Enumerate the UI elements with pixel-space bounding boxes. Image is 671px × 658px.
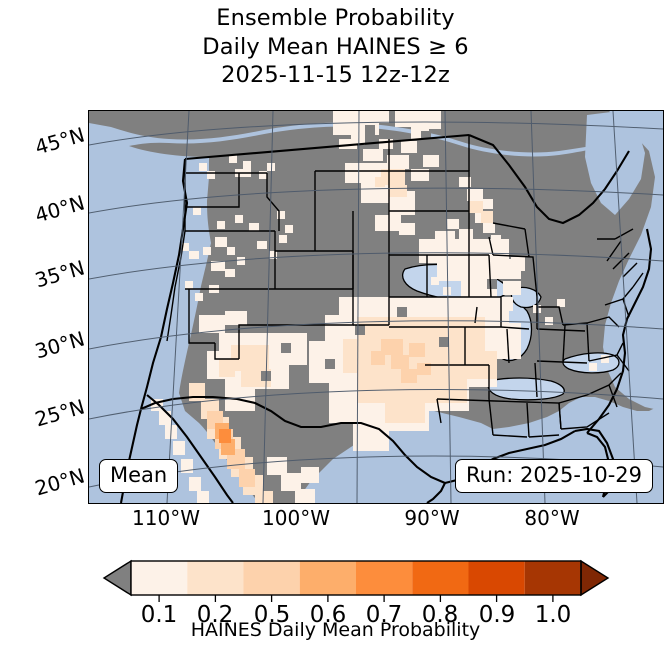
colorbar-tick-label-6: 0.8 (421, 602, 459, 628)
colorbar-tick-label-4: 0.6 (309, 602, 347, 628)
lon-tick-80w: 80°W (524, 506, 580, 530)
colorbar-seg-2 (187, 561, 244, 595)
lat-tick-40n: 40°N (32, 190, 88, 228)
colorbar-tick-label-2: 0.2 (196, 602, 234, 628)
colorbar[interactable]: 0.1 0.2 0.5 0.6 0.7 0.8 0.9 1.0 HAINES D… (0, 552, 671, 658)
title-line-2: Daily Mean HAINES ≥ 6 (202, 33, 469, 60)
colorbar-tick-label-5: 0.7 (365, 602, 403, 628)
national-borders (119, 133, 653, 503)
colorbar-over-arrow (580, 559, 610, 597)
colorbar-svg (102, 559, 610, 602)
title-line-1: Ensemble Probability (216, 5, 455, 31)
lat-tick-25n: 25°N (32, 394, 88, 432)
title-line-3: 2025-11-15 12z-12z (221, 62, 450, 89)
lat-tick-20n: 20°N (32, 463, 88, 501)
colorbar-seg-4 (299, 561, 356, 595)
colorbar-tick-label-7: 0.9 (478, 602, 516, 628)
probability-maximum-cell (219, 429, 231, 443)
colorbar-seg-7 (468, 561, 525, 595)
colorbar-under-arrow (102, 559, 132, 597)
map-plot-area[interactable]: Mean Run: 2025-10-29 (88, 110, 664, 504)
colorbar-outline (130, 560, 582, 596)
chart-title: Ensemble Probability Daily Mean HAINES ≥… (0, 4, 671, 90)
colorbar-seg-5 (356, 561, 413, 595)
colorbar-ticks (158, 595, 554, 602)
colorbar-axis-label: HAINES Daily Mean Probability (190, 619, 481, 641)
lat-tick-45n: 45°N (32, 122, 88, 160)
map-svg (89, 111, 663, 503)
badge-mean[interactable]: Mean (99, 458, 179, 493)
colorbar-tick-label-1: 0.1 (140, 602, 178, 628)
lat-tick-30n: 30°N (32, 326, 88, 364)
badge-run[interactable]: Run: 2025-10-29 (454, 458, 653, 493)
colorbar-seg-8 (524, 561, 581, 595)
colorbar-seg-3 (243, 561, 300, 595)
colorbar-tick-label-8: 1.0 (534, 602, 572, 628)
colorbar-seg-1 (131, 561, 188, 595)
lon-tick-100w: 100°W (262, 506, 330, 530)
lat-tick-35n: 35°N (32, 255, 88, 293)
lon-tick-110w: 110°W (132, 506, 200, 530)
state-borders (166, 135, 644, 438)
colorbar-tick-label-3: 0.5 (253, 602, 291, 628)
lon-tick-90w: 90°W (404, 506, 460, 530)
colorbar-seg-6 (412, 561, 469, 595)
